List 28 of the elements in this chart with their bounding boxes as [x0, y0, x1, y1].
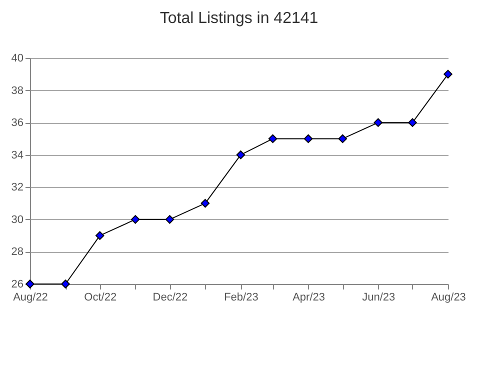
y-tick-label: 40	[11, 52, 24, 64]
point	[408, 118, 417, 127]
x-tick-label: Jun/23	[362, 292, 396, 304]
x-tick-label: Aug/22	[13, 292, 48, 304]
point	[61, 280, 70, 288]
y-tick-label: 30	[11, 214, 24, 226]
y-tick-label: 36	[11, 117, 24, 130]
point	[304, 134, 313, 144]
y-tick-label: 28	[11, 246, 24, 258]
point	[236, 150, 246, 160]
point	[268, 134, 278, 144]
y-tick-label: 38	[11, 84, 24, 97]
point	[374, 118, 383, 127]
x-tick-label: Feb/23	[224, 292, 258, 304]
point	[444, 70, 452, 79]
x-tick-label: Dec/22	[152, 292, 188, 304]
point	[95, 231, 104, 240]
point	[165, 215, 174, 224]
x-tick-label: Oct/22	[84, 292, 117, 304]
y-tick-label: 26	[11, 278, 24, 290]
y-tick-label: 32	[11, 182, 24, 194]
point	[338, 134, 348, 144]
point	[200, 198, 210, 208]
y-tick-label: 34	[11, 149, 24, 162]
point	[130, 215, 140, 224]
x-tick-label: Apr/23	[292, 292, 325, 304]
chart-title: Total Listings in 42141	[160, 10, 318, 27]
x-tick-label: Aug/23	[431, 292, 466, 304]
